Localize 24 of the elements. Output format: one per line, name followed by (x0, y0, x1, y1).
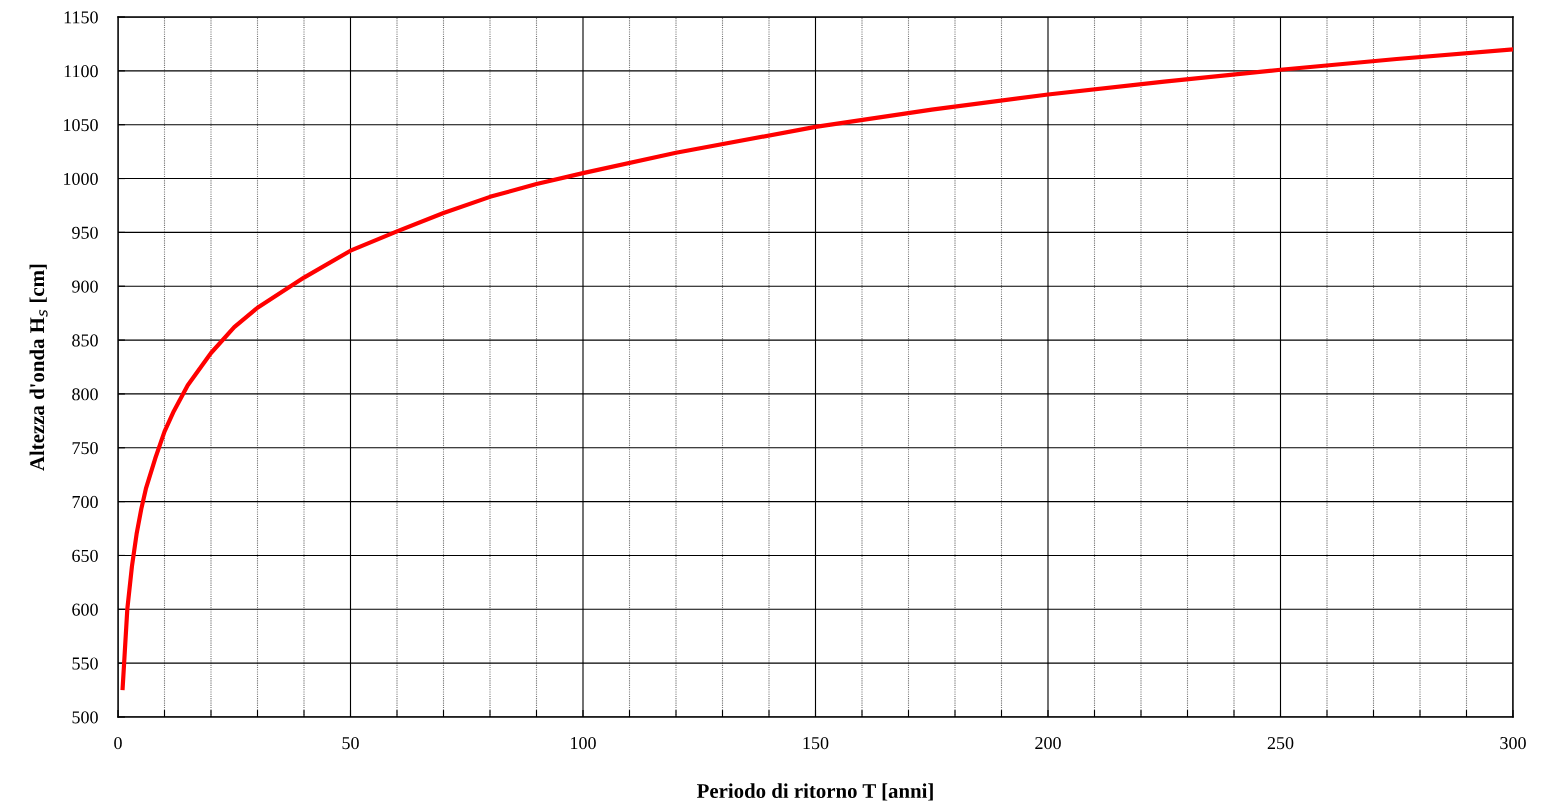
y-tick-label: 1000 (64, 172, 98, 185)
y-tick-label: 900 (72, 280, 98, 293)
y-tick-label: 1100 (64, 65, 98, 78)
y-axis-title: Altezza d'onda H$_{s}$ [cm] (29, 264, 48, 471)
y-tick-label: 800 (72, 388, 98, 401)
y-tick-label: 700 (72, 495, 98, 509)
x-tick-label: 50 (342, 736, 359, 750)
x-axis-title: Periodo di ritorno T [anni] (697, 783, 933, 801)
y-tick-label: 600 (72, 603, 98, 616)
x-tick-label: 150 (803, 736, 829, 750)
y-tick-label: 950 (72, 226, 98, 239)
x-tick-label: 250 (1267, 736, 1294, 750)
line-series (120, 47, 1513, 691)
y-tick-label: 1050 (64, 118, 98, 132)
y-tick-label: 500 (72, 711, 98, 724)
y-tick-label: 1150 (64, 11, 98, 24)
y-tick-label: 750 (72, 442, 98, 455)
y-tick-label: 550 (72, 657, 98, 670)
x-tick-label: 300 (1500, 736, 1526, 750)
x-tick-label: 0 (114, 736, 122, 750)
y-tick-label: 650 (72, 549, 98, 562)
y-tick-label: 850 (72, 334, 98, 347)
x-tick-label: 100 (571, 736, 596, 750)
x-tick-label: 200 (1035, 736, 1061, 750)
